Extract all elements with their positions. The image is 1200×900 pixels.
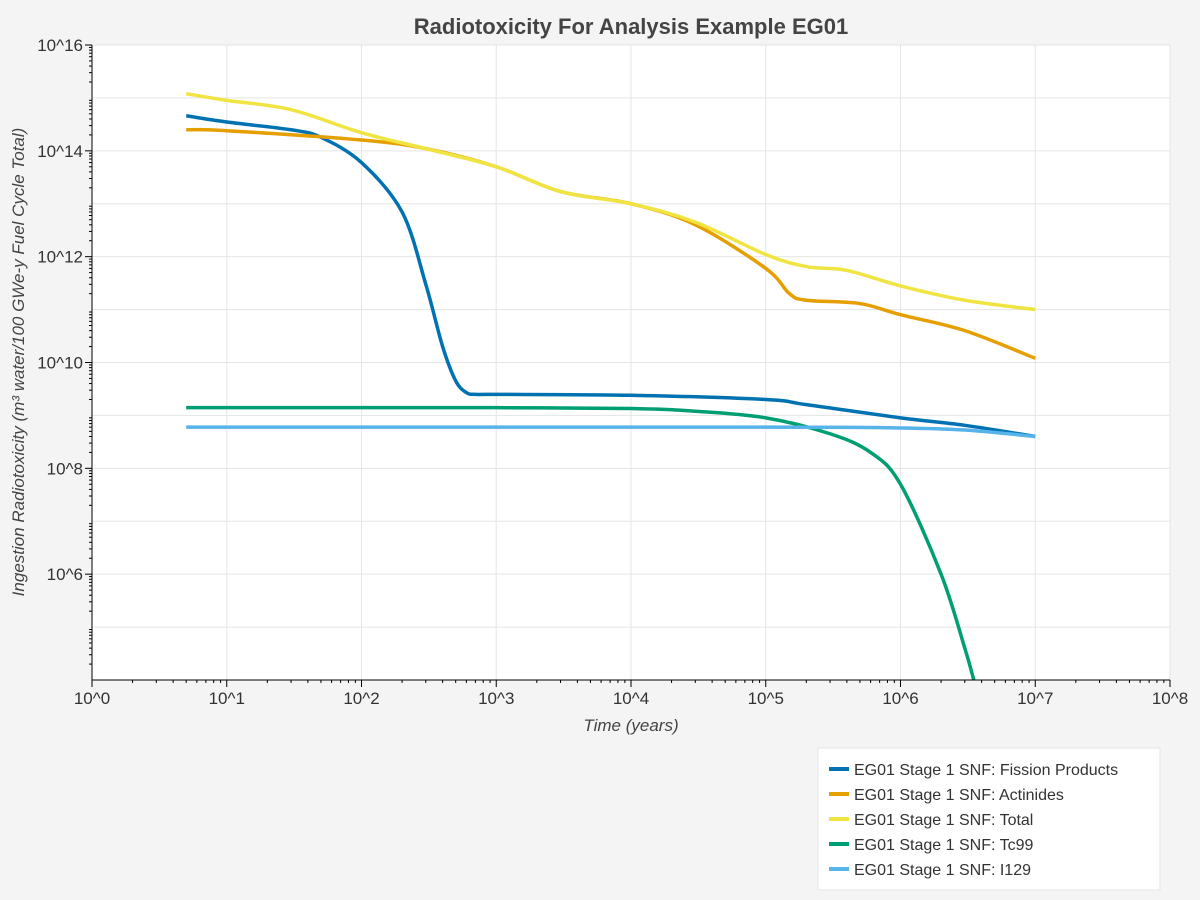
axes: 10^0 10^1 10^2 10^3 10^4 10^5 10^6 10^7 10^8 10^6… bbox=[37, 36, 1188, 708]
y-tick-label: 10^6 bbox=[47, 565, 83, 584]
series-layer bbox=[185, 92, 1036, 680]
x-tick-label: 10^1 bbox=[209, 689, 245, 708]
y-tick-label: 10^8 bbox=[47, 459, 83, 478]
x-tick-label: 10^3 bbox=[478, 689, 514, 708]
series-line-4 bbox=[186, 405, 976, 680]
x-axis-label: Time (years) bbox=[583, 716, 678, 735]
x-tick-label: 10^0 bbox=[74, 689, 110, 708]
chart-title: Radiotoxicity For Analysis Example EG01 bbox=[414, 14, 848, 39]
legend: EG01 Stage 1 SNF: Fission Products EG01 S… bbox=[817, 747, 1161, 891]
x-tick-label: 10^5 bbox=[748, 689, 784, 708]
legend-label-1: EG01 Stage 1 SNF: Fission Products bbox=[854, 762, 1118, 779]
y-tick-label: 10^12 bbox=[37, 248, 83, 267]
y-tick-label: 10^14 bbox=[37, 142, 83, 161]
y-tick-label: 10^16 bbox=[37, 36, 83, 55]
legend-label-2: EG01 Stage 1 SNF: Actinides bbox=[854, 787, 1064, 804]
x-tick-label: 10^2 bbox=[343, 689, 379, 708]
x-tick-label: 10^7 bbox=[1017, 689, 1053, 708]
x-tick-label: 10^8 bbox=[1152, 689, 1188, 708]
series-line-3 bbox=[185, 92, 1036, 312]
legend-box bbox=[817, 747, 1161, 891]
x-tick-label: 10^4 bbox=[613, 689, 649, 708]
x-tick-label: 10^6 bbox=[882, 689, 918, 708]
series-line-5 bbox=[186, 425, 1036, 439]
legend-label-3: EG01 Stage 1 SNF: Total bbox=[854, 812, 1033, 829]
legend-label-5: EG01 Stage 1 SNF: I129 bbox=[854, 862, 1031, 879]
y-axis-label: Ingestion Radiotoxicity (m³ water/100 GW… bbox=[9, 128, 28, 597]
y-tick-label: 10^10 bbox=[37, 354, 83, 373]
legend-label-4: EG01 Stage 1 SNF: Tc99 bbox=[854, 837, 1033, 854]
